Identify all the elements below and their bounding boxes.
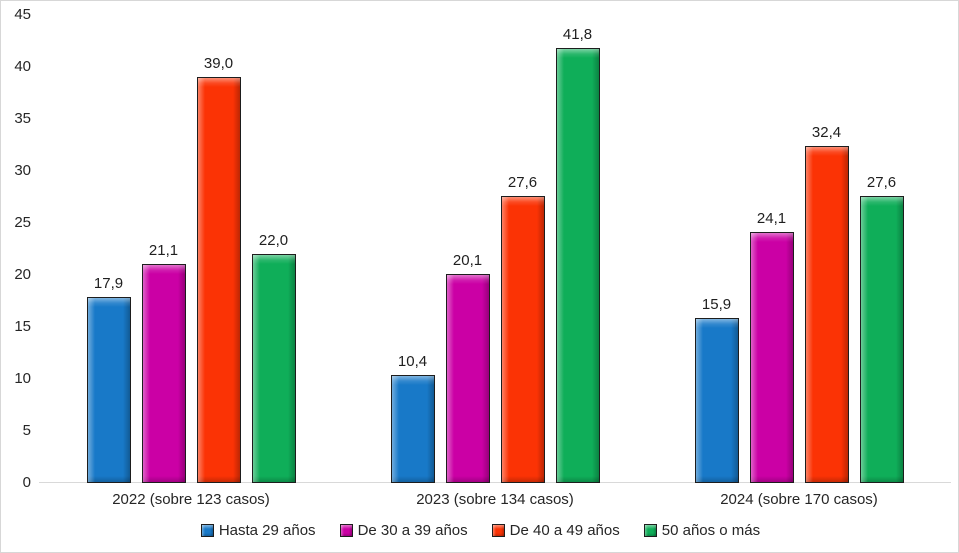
bar-value-label: 15,9 xyxy=(701,295,732,313)
bar xyxy=(694,317,739,483)
bar-slot: 15,9 xyxy=(694,295,739,483)
y-axis-tick-label: 10 xyxy=(14,370,31,387)
bar xyxy=(141,263,186,483)
legend-label: 50 años o más xyxy=(661,521,761,539)
y-axis-tick-label: 5 xyxy=(22,422,31,439)
legend-label: De 40 a 49 años xyxy=(509,521,620,539)
bar xyxy=(500,195,545,483)
legend-swatch-icon xyxy=(200,523,214,537)
bar-value-label: 32,4 xyxy=(811,124,842,142)
bar-value-label: 10,4 xyxy=(397,352,428,370)
y-axis-tick-label: 40 xyxy=(14,58,31,75)
legend-label: Hasta 29 años xyxy=(218,521,316,539)
bar-slot: 22,0 xyxy=(251,232,296,483)
y-axis-tick-label: 45 xyxy=(14,6,31,23)
y-axis-tick-label: 25 xyxy=(14,214,31,231)
legend: Hasta 29 años De 30 a 39 años De 40 a 49 a… xyxy=(1,517,958,543)
bar-value-label: 27,6 xyxy=(866,173,897,191)
y-axis-tick-label: 30 xyxy=(14,162,31,179)
bar xyxy=(86,296,131,483)
bar xyxy=(804,146,849,483)
y-axis-tick-label: 20 xyxy=(14,266,31,283)
bar-slot: 24,1 xyxy=(749,210,794,483)
bar-slot: 27,6 xyxy=(500,173,545,483)
legend-swatch-icon xyxy=(339,523,353,537)
legend-item: 50 años o más xyxy=(643,521,761,539)
x-axis-line xyxy=(39,482,951,483)
y-axis-tick-label: 35 xyxy=(14,110,31,127)
bar-slot: 17,9 xyxy=(86,274,131,483)
bar-slot: 21,1 xyxy=(141,241,186,483)
plot-area: 17,9 21,1 39,0 22,0 10,4 20,1 27,6 41,8 15,9 24,1… xyxy=(39,15,951,483)
legend-label: De 30 a 39 años xyxy=(357,521,468,539)
bar-value-label: 24,1 xyxy=(756,210,787,228)
bar xyxy=(555,48,600,483)
x-axis-label: 2023 (sobre 134 casos) xyxy=(416,491,574,508)
x-axis-label: 2022 (sobre 123 casos) xyxy=(112,491,270,508)
bar xyxy=(196,77,241,483)
bar-slot: 41,8 xyxy=(555,26,600,483)
bar-slot: 39,0 xyxy=(196,55,241,483)
x-axis-labels: 2022 (sobre 123 casos) 2023 (sobre 134 ca… xyxy=(39,489,951,511)
bar-group: 15,9 24,1 32,4 27,6 xyxy=(647,15,951,483)
bar xyxy=(251,254,296,483)
x-axis-label: 2024 (sobre 170 casos) xyxy=(720,491,878,508)
bar xyxy=(859,195,904,483)
bar-group: 10,4 20,1 27,6 41,8 xyxy=(343,15,647,483)
bar-slot: 20,1 xyxy=(445,251,490,483)
bar xyxy=(749,232,794,483)
legend-swatch-icon xyxy=(643,523,657,537)
bar-value-label: 22,0 xyxy=(258,232,289,250)
bar-value-label: 21,1 xyxy=(148,241,179,259)
legend-item: De 30 a 39 años xyxy=(339,521,468,539)
bar xyxy=(445,273,490,483)
bar-value-label: 39,0 xyxy=(203,55,234,73)
bar-value-label: 20,1 xyxy=(452,251,483,269)
legend-item: Hasta 29 años xyxy=(200,521,316,539)
bar-slot: 10,4 xyxy=(390,352,435,483)
bar-slot: 32,4 xyxy=(804,124,849,483)
y-axis: 0 5 10 15 20 25 30 35 40 45 xyxy=(1,6,33,491)
bar-slot: 27,6 xyxy=(859,173,904,483)
legend-item: De 40 a 49 años xyxy=(491,521,620,539)
bar xyxy=(390,374,435,483)
legend-swatch-icon xyxy=(491,523,505,537)
bar-value-label: 41,8 xyxy=(562,26,593,44)
y-axis-tick-label: 0 xyxy=(22,474,31,491)
bar-value-label: 27,6 xyxy=(507,173,538,191)
bar-value-label: 17,9 xyxy=(93,274,124,292)
y-axis-tick-label: 15 xyxy=(14,318,31,335)
bar-group: 17,9 21,1 39,0 22,0 xyxy=(39,15,343,483)
